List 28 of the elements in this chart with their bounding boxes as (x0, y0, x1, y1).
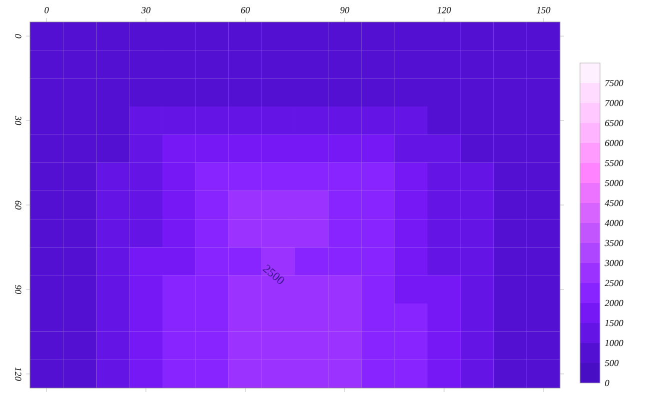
y-tick-label: 120 (15, 367, 22, 381)
x-tick-label: 90 (340, 6, 350, 14)
x-tick-label: 60 (241, 6, 250, 14)
y-tick-label: 60 (15, 200, 22, 210)
color-bar-label: 4500 (604, 200, 624, 206)
color-bar-label: 3000 (604, 260, 624, 266)
color-bar-label: 2500 (604, 280, 624, 286)
y-tick-label: 30 (15, 116, 22, 126)
color-bar-label: 6500 (605, 120, 624, 126)
x-tick-label: 150 (536, 6, 550, 14)
color-bar-label: 3500 (604, 240, 624, 246)
color-bar-label: 6000 (605, 140, 624, 146)
x-tick-label: 120 (437, 6, 451, 14)
color-bar-label: 5000 (604, 180, 624, 186)
x-tick-label: 0 (44, 6, 49, 14)
color-bar-label: 0 (605, 380, 610, 386)
color-bar-label: 7500 (605, 80, 624, 86)
color-bar-label: 4000 (604, 220, 624, 226)
color-bar-label: 500 (604, 360, 619, 366)
color-bar-label: 7000 (605, 100, 624, 106)
x-tick-label: 30 (141, 6, 150, 14)
annotation: 2500 (262, 264, 284, 284)
color-bar-label: 1500 (605, 320, 624, 326)
color-bar-label: 1000 (605, 340, 624, 346)
y-tick-label: 90 (15, 285, 22, 294)
y-tick-label: 0 (15, 34, 22, 38)
color-bar-label: 2000 (604, 300, 624, 306)
color-bar-label: 5500 (604, 160, 624, 166)
